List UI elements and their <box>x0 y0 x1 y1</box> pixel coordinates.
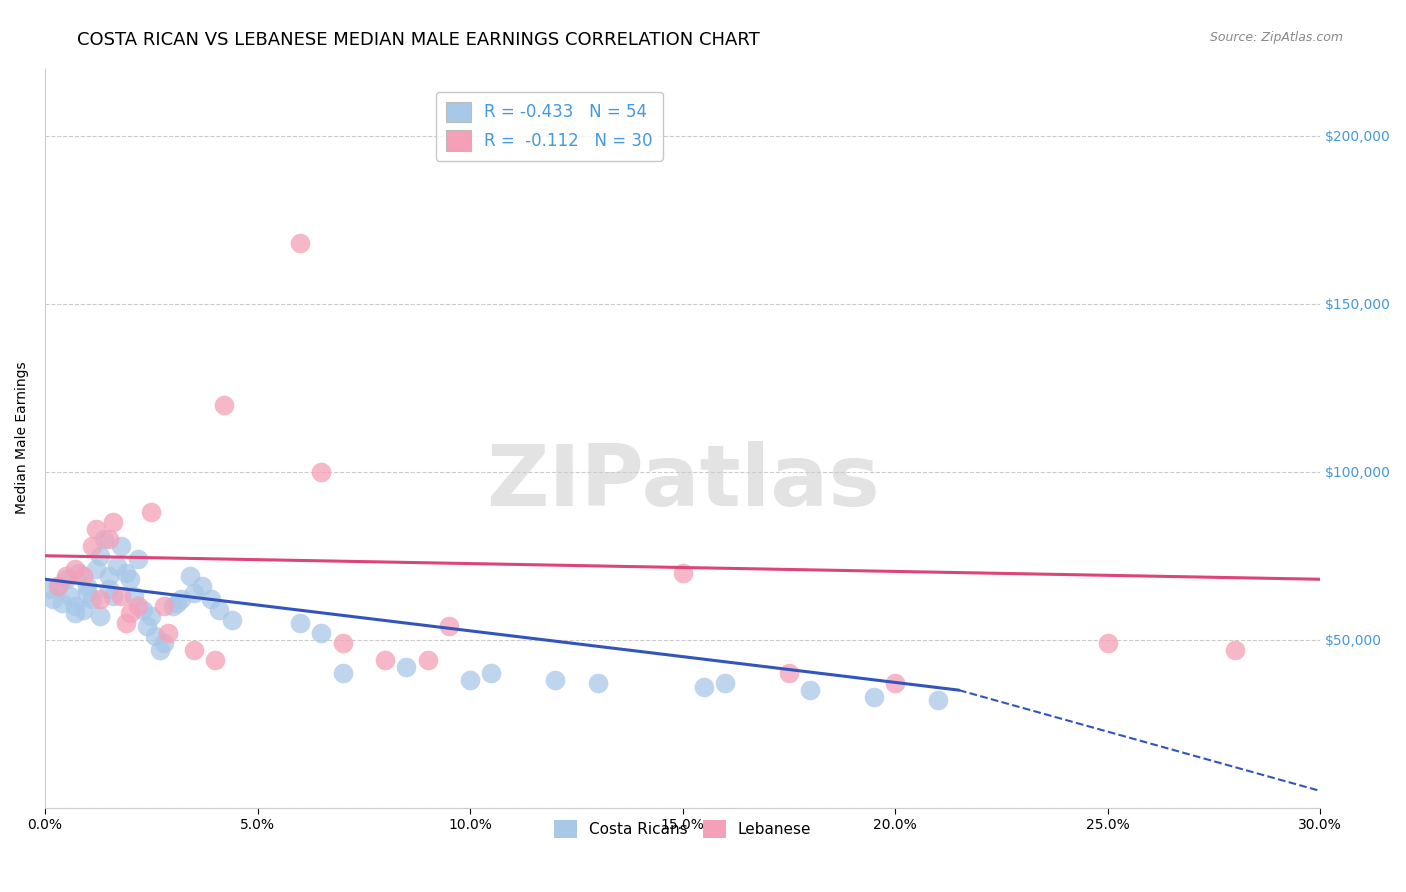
Point <box>141 609 163 624</box>
Point <box>162 599 184 614</box>
Point <box>288 615 311 630</box>
Point <box>145 629 167 643</box>
Point <box>114 566 136 580</box>
Point <box>153 636 176 650</box>
Point <box>288 236 311 251</box>
Point <box>191 579 214 593</box>
Point <box>46 579 69 593</box>
Point <box>105 558 128 573</box>
Point <box>778 666 800 681</box>
Point <box>51 596 73 610</box>
Point <box>110 589 132 603</box>
Point <box>170 592 193 607</box>
Point <box>128 552 150 566</box>
Point <box>110 539 132 553</box>
Point <box>46 579 69 593</box>
Point <box>67 566 90 580</box>
Point <box>208 602 231 616</box>
Point <box>122 589 145 603</box>
Point <box>136 619 159 633</box>
Point <box>927 693 949 707</box>
Point <box>89 592 111 607</box>
Point <box>212 398 235 412</box>
Text: COSTA RICAN VS LEBANESE MEDIAN MALE EARNINGS CORRELATION CHART: COSTA RICAN VS LEBANESE MEDIAN MALE EARN… <box>77 31 761 49</box>
Point <box>63 599 86 614</box>
Point <box>93 532 115 546</box>
Point <box>101 589 124 603</box>
Point <box>332 666 354 681</box>
Point <box>84 562 107 576</box>
Point <box>200 592 222 607</box>
Point <box>141 505 163 519</box>
Point <box>76 579 98 593</box>
Point <box>114 615 136 630</box>
Point <box>1097 636 1119 650</box>
Point <box>157 626 180 640</box>
Point <box>166 596 188 610</box>
Point <box>149 643 172 657</box>
Point <box>97 569 120 583</box>
Point <box>153 599 176 614</box>
Point <box>395 659 418 673</box>
Point <box>204 653 226 667</box>
Point <box>311 465 333 479</box>
Point <box>80 539 103 553</box>
Point <box>714 676 737 690</box>
Point <box>458 673 481 687</box>
Point <box>55 569 77 583</box>
Point <box>72 602 94 616</box>
Legend: Costa Ricans, Lebanese: Costa Ricans, Lebanese <box>548 814 817 845</box>
Point <box>38 582 60 597</box>
Point <box>799 683 821 698</box>
Point <box>118 572 141 586</box>
Point <box>1225 643 1247 657</box>
Point <box>179 569 201 583</box>
Point <box>693 680 716 694</box>
Point <box>183 643 205 657</box>
Point <box>311 626 333 640</box>
Point <box>84 522 107 536</box>
Text: Source: ZipAtlas.com: Source: ZipAtlas.com <box>1209 31 1343 45</box>
Point <box>544 673 567 687</box>
Point <box>72 569 94 583</box>
Point <box>63 606 86 620</box>
Point <box>89 549 111 563</box>
Point <box>132 602 155 616</box>
Point <box>416 653 439 667</box>
Point <box>55 572 77 586</box>
Point <box>479 666 502 681</box>
Point <box>76 585 98 599</box>
Point <box>97 582 120 597</box>
Point <box>80 592 103 607</box>
Point <box>59 589 82 603</box>
Point <box>183 585 205 599</box>
Point <box>128 599 150 614</box>
Point <box>221 613 243 627</box>
Point <box>42 592 65 607</box>
Text: ZIPatlas: ZIPatlas <box>485 441 880 524</box>
Point <box>118 606 141 620</box>
Point <box>332 636 354 650</box>
Point <box>884 676 907 690</box>
Point <box>374 653 396 667</box>
Y-axis label: Median Male Earnings: Median Male Earnings <box>15 362 30 515</box>
Point <box>437 619 460 633</box>
Point <box>586 676 609 690</box>
Point <box>101 515 124 529</box>
Point <box>863 690 886 704</box>
Point <box>97 532 120 546</box>
Point <box>89 609 111 624</box>
Point <box>63 562 86 576</box>
Point <box>672 566 695 580</box>
